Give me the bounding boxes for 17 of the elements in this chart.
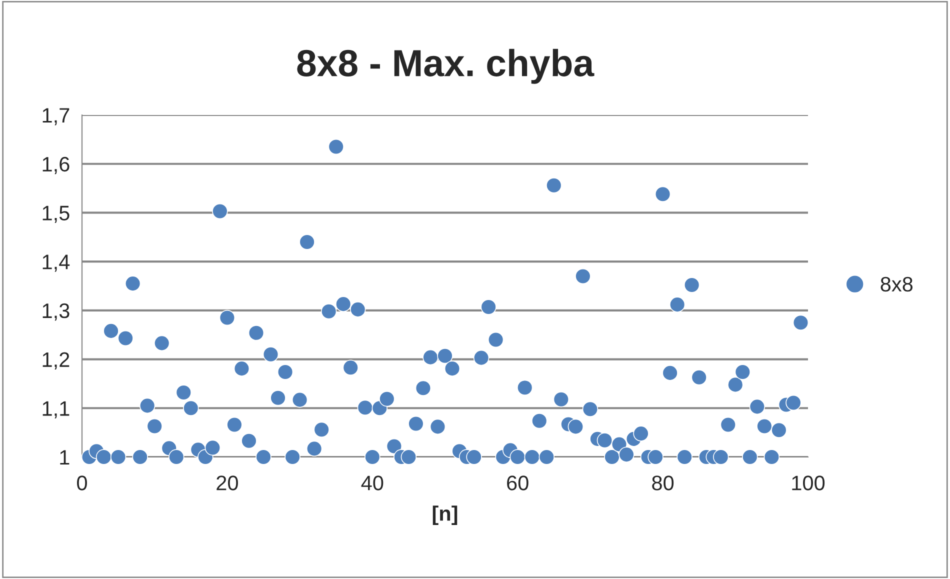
chart-title: 8x8 - Max. chyba [297,48,594,84]
x-tick-label: 20 [216,476,238,490]
x-tick-label: 100 [792,476,825,490]
y-tick-label: 1,5 [42,206,70,223]
x-tick-label: 0 [77,476,87,490]
y-tick-label: 1,3 [42,303,70,321]
x-tick-label: 80 [652,476,674,490]
x-tick-label: 40 [361,476,384,490]
y-tick-label: 1,6 [42,156,70,174]
y-tick-label: 1,1 [42,401,70,418]
x-axis-title: [n] [432,506,458,526]
x-tick-label: 60 [507,476,528,490]
y-tick-label: 1 [60,450,70,465]
legend-label: 8x8 [880,276,913,292]
y-tick-label: 1,7 [42,108,70,126]
y-tick-label: 1,4 [42,254,70,272]
y-tick-label: 1,2 [42,352,70,370]
